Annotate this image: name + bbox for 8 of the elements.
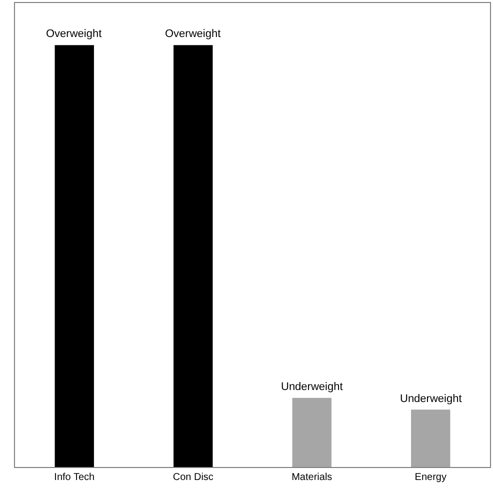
x-tick-label: Energy xyxy=(414,472,446,483)
annotation: Underweight xyxy=(400,393,462,405)
annotation: Overweight xyxy=(46,28,102,40)
x-tick-label: Materials xyxy=(292,472,332,483)
annotation: Overweight xyxy=(165,28,221,40)
annotation: Underweight xyxy=(281,381,343,393)
x-tick-label: Con Disc xyxy=(172,472,214,483)
x-tick-label: Info Tech xyxy=(54,472,95,483)
